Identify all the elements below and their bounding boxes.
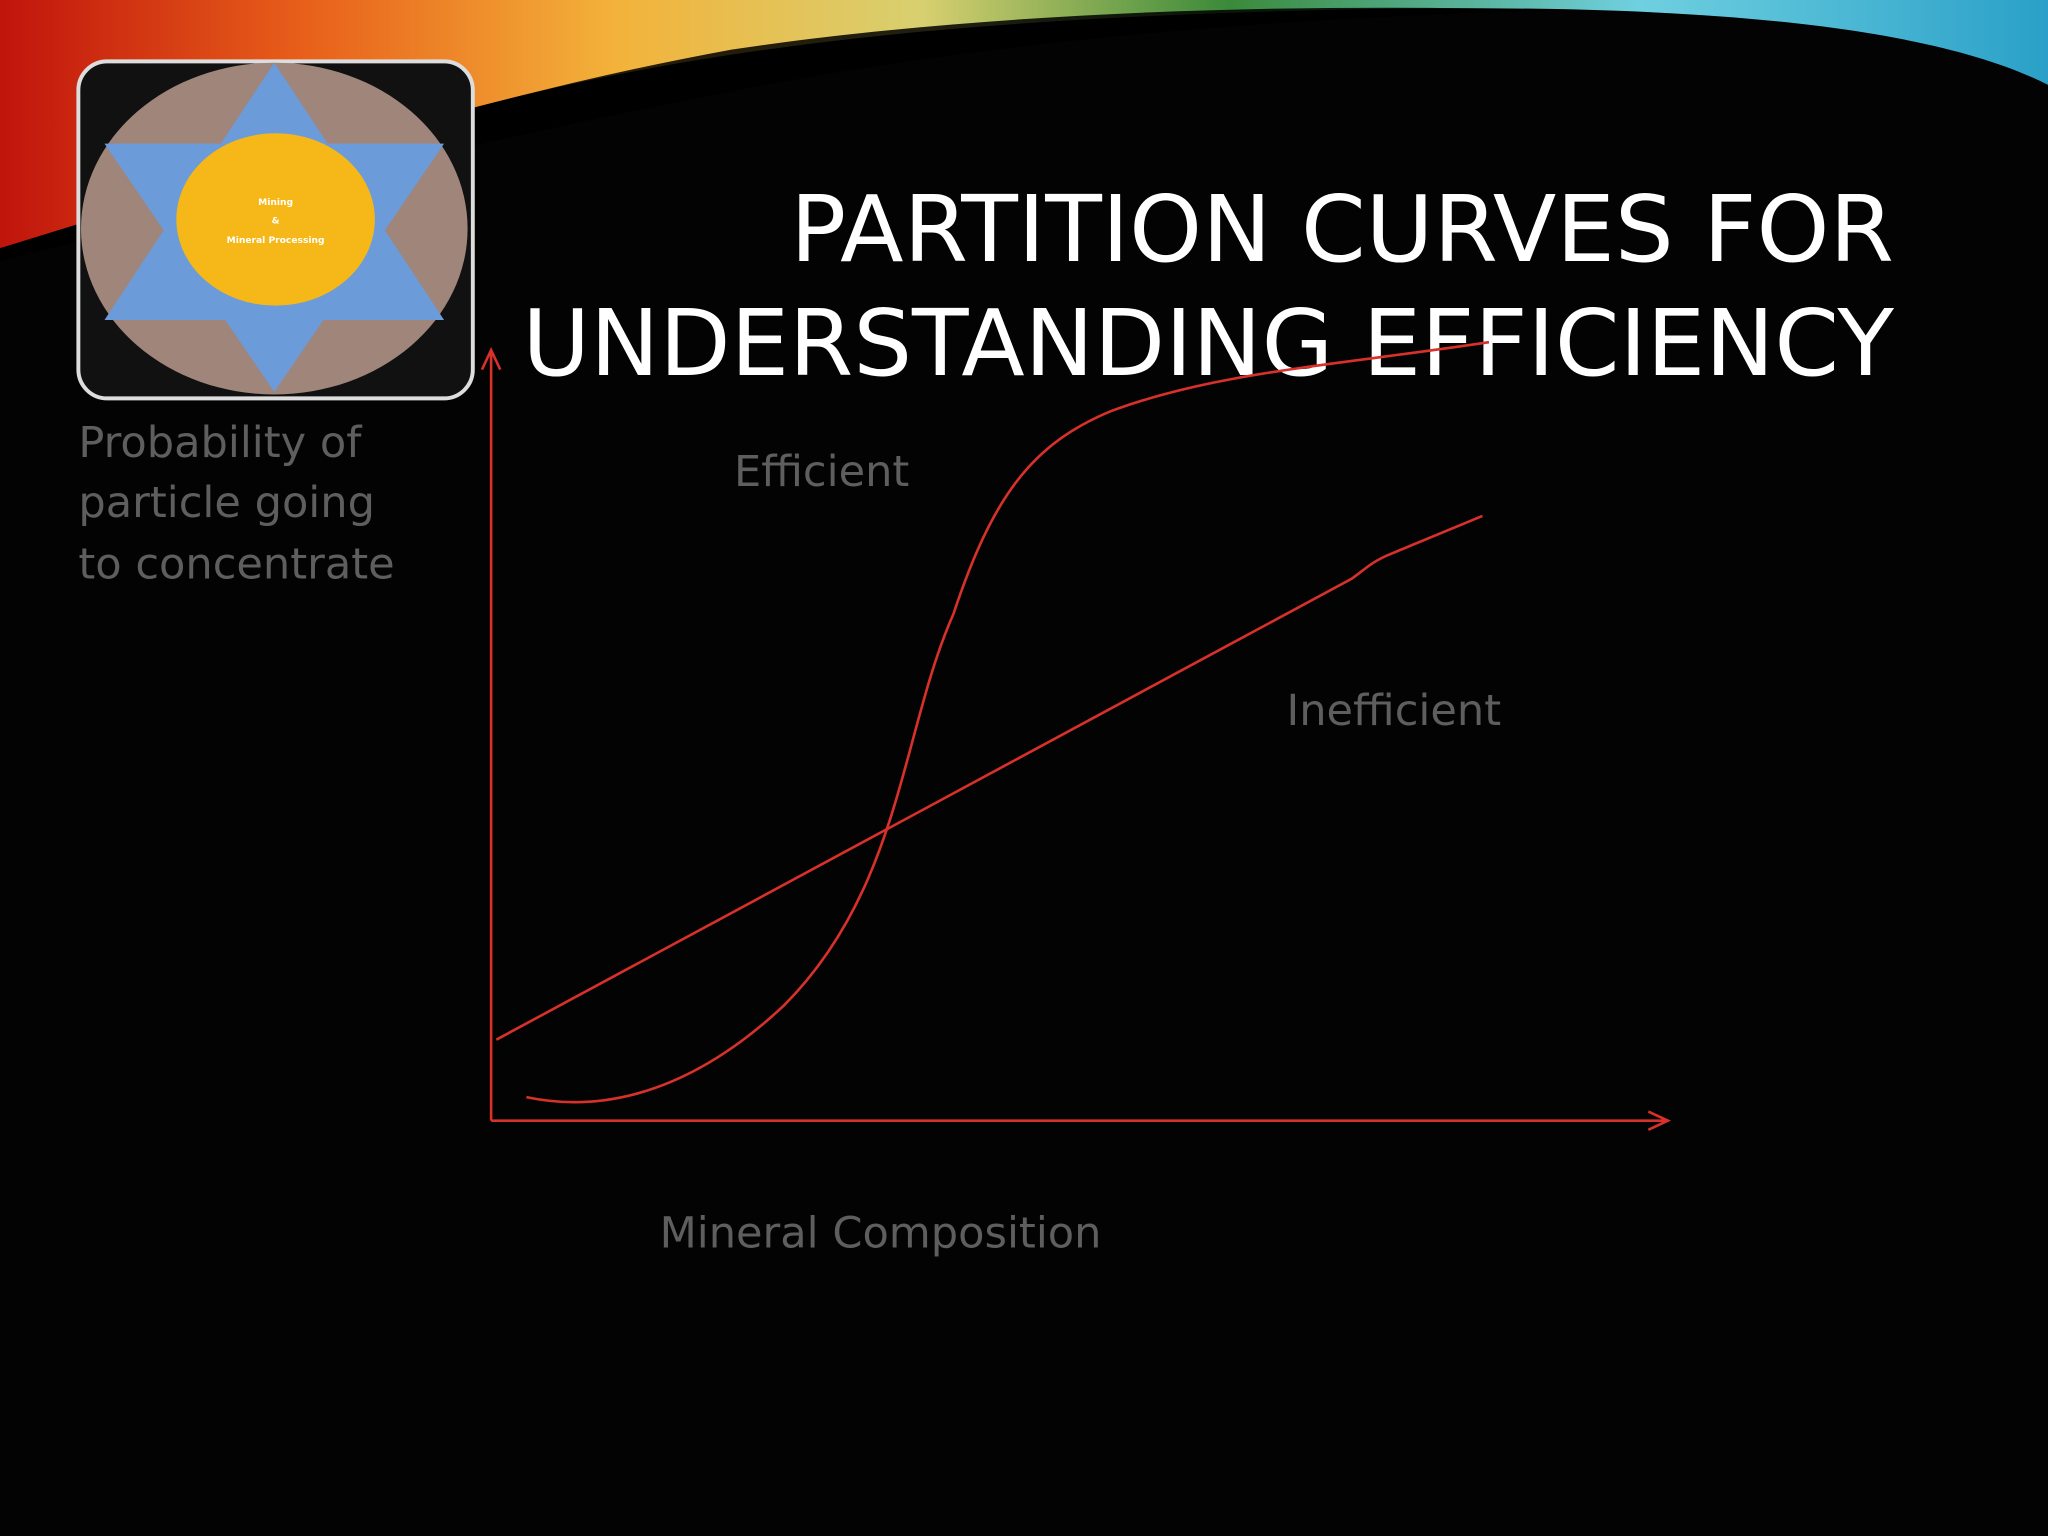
y-axis (480, 346, 502, 1121)
logo: Mining & Mineral Processing (76, 59, 475, 401)
logo-center (176, 133, 375, 306)
efficient-curve (526, 340, 1490, 1104)
curve-label: Efficient (734, 447, 909, 497)
y-axis-label: particle going (78, 478, 375, 528)
x-axis (491, 1110, 1672, 1131)
header-swoosh (0, 0, 2048, 249)
y-axis-label: to concentrate (78, 540, 394, 590)
x-axis-label: Mineral Composition (660, 1208, 1102, 1258)
logo-text: & (272, 216, 280, 226)
swoosh-shadow (0, 7, 1568, 262)
title-line: PARTITION CURVES FOR (790, 176, 1894, 283)
inefficient-curve (495, 514, 1483, 1041)
curve-label: Inefficient (1287, 686, 1502, 736)
diagram-lines (480, 340, 1672, 1131)
logo-text: Mineral Processing (227, 236, 325, 246)
y-axis-label: Probability of (78, 418, 362, 468)
title-line: UNDERSTANDING EFFICIENCY (522, 290, 1895, 397)
logo-text: Mining (258, 198, 293, 208)
